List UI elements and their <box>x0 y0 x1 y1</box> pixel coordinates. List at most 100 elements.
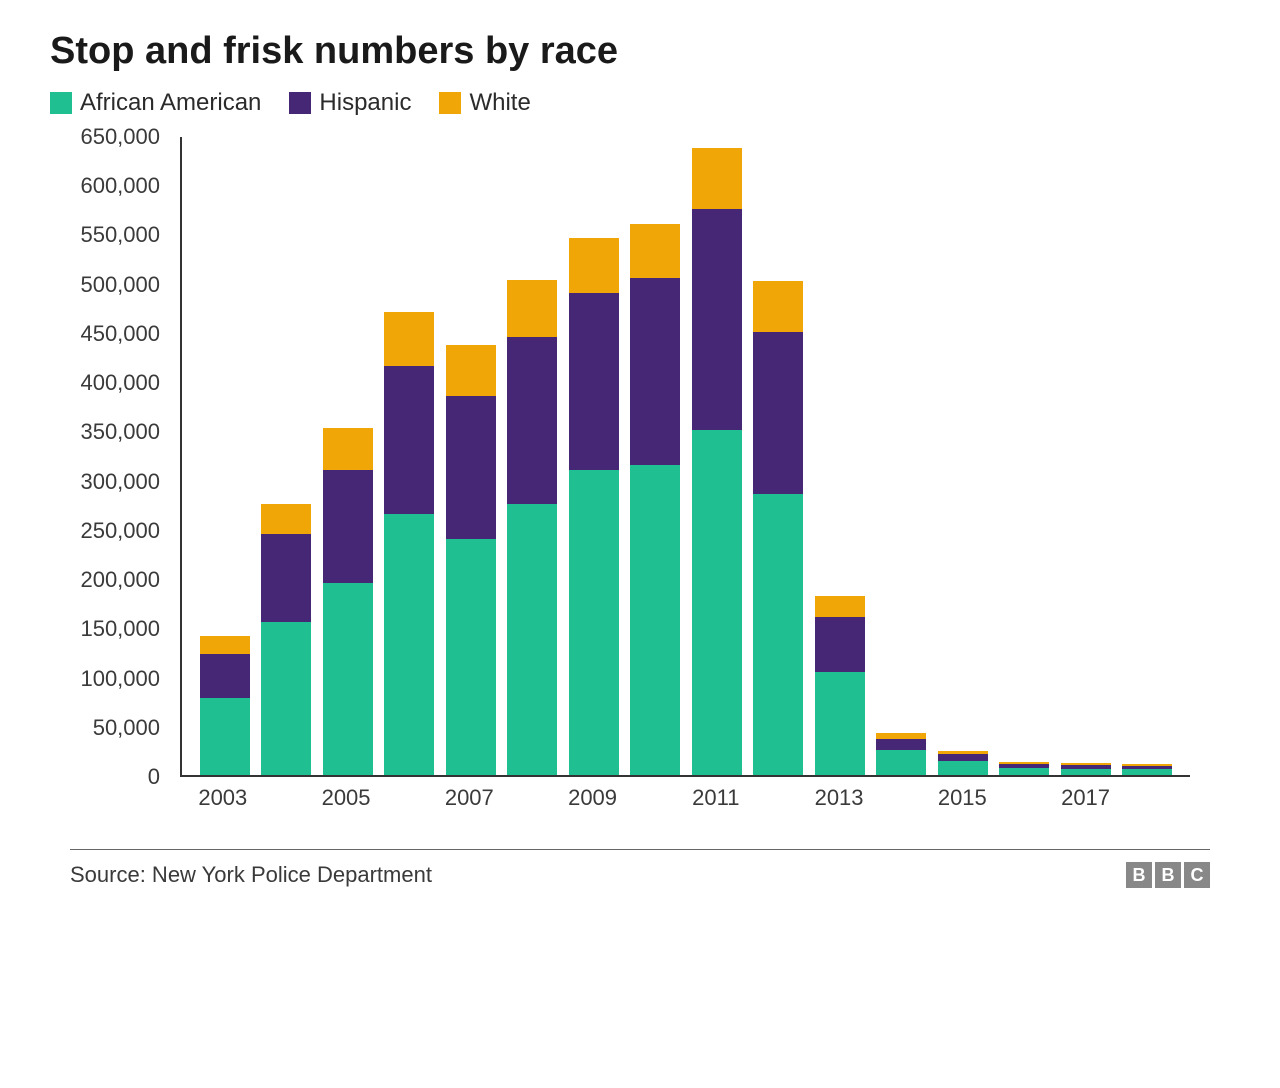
legend-label: White <box>469 89 530 117</box>
x-tick-label: 2007 <box>439 777 501 817</box>
bar-segment <box>507 504 557 775</box>
footer: Source: New York Police Department BBC <box>70 862 1210 888</box>
bar-segment <box>384 312 434 366</box>
bar-segment <box>815 672 865 775</box>
bar-segment <box>815 596 865 618</box>
x-tick-label: 2005 <box>315 777 377 817</box>
bar-column <box>871 137 933 775</box>
y-tick-label: 350,000 <box>80 419 160 445</box>
y-axis: 050,000100,000150,000200,000250,000300,0… <box>70 137 170 777</box>
x-tick-label <box>870 777 932 817</box>
x-tick-label <box>500 777 562 817</box>
bar-column <box>1117 137 1179 775</box>
bar-column <box>379 137 441 775</box>
bar-segment <box>630 465 680 775</box>
bar-segment <box>200 654 250 698</box>
stacked-bar <box>692 148 742 775</box>
x-axis: 20032005200720092011201320152017 <box>180 777 1190 817</box>
bar-column <box>994 137 1056 775</box>
stacked-bar <box>446 345 496 775</box>
stacked-bar <box>261 504 311 775</box>
bar-column <box>809 137 871 775</box>
bar-segment <box>692 430 742 775</box>
bar-segment <box>507 280 557 337</box>
legend-label: African American <box>80 89 261 117</box>
legend-swatch <box>289 92 311 114</box>
bar-segment <box>630 224 680 278</box>
legend: African American Hispanic White <box>50 89 1230 117</box>
stacked-bar <box>200 636 250 775</box>
y-tick-label: 300,000 <box>80 469 160 495</box>
bbc-logo-block: B <box>1126 862 1152 888</box>
bar-segment <box>753 281 803 332</box>
stacked-bar <box>999 762 1049 775</box>
bbc-logo: BBC <box>1126 862 1210 888</box>
legend-item: Hispanic <box>289 89 411 117</box>
stacked-bar <box>384 312 434 775</box>
bar-segment <box>446 345 496 396</box>
bar-segment <box>323 583 373 775</box>
bbc-logo-block: C <box>1184 862 1210 888</box>
bar-segment <box>384 366 434 514</box>
x-tick-label: 2015 <box>932 777 994 817</box>
bar-column <box>563 137 625 775</box>
bar-column <box>502 137 564 775</box>
bar-segment <box>569 238 619 292</box>
y-tick-label: 200,000 <box>80 567 160 593</box>
stacked-bar <box>507 280 557 775</box>
bar-segment <box>938 754 988 761</box>
bbc-logo-block: B <box>1155 862 1181 888</box>
y-tick-label: 400,000 <box>80 370 160 396</box>
x-tick-label: 2009 <box>562 777 624 817</box>
stacked-bar <box>1122 764 1172 775</box>
y-tick-label: 50,000 <box>93 715 160 741</box>
chart-box <box>180 137 1190 777</box>
bar-column <box>256 137 318 775</box>
bar-segment <box>630 278 680 465</box>
bar-column <box>625 137 687 775</box>
bar-column <box>748 137 810 775</box>
bars-container <box>182 137 1190 775</box>
stacked-bar <box>630 224 680 775</box>
x-tick-label <box>623 777 685 817</box>
y-tick-label: 650,000 <box>80 124 160 150</box>
bar-segment <box>753 494 803 775</box>
legend-item: African American <box>50 89 261 117</box>
bar-segment <box>261 534 311 623</box>
bar-segment <box>323 428 373 469</box>
bar-column <box>686 137 748 775</box>
x-tick-label <box>993 777 1055 817</box>
stacked-bar <box>569 238 619 775</box>
x-tick-label: 2017 <box>1055 777 1117 817</box>
legend-item: White <box>439 89 530 117</box>
source-label: Source: New York Police Department <box>70 862 432 888</box>
chart-container: Stop and frisk numbers by race African A… <box>50 0 1230 888</box>
bar-segment <box>1122 769 1172 775</box>
stacked-bar <box>876 733 926 775</box>
x-tick-label: 2011 <box>685 777 747 817</box>
bar-segment <box>692 148 742 209</box>
legend-swatch <box>439 92 461 114</box>
x-tick-label <box>377 777 439 817</box>
footer-divider <box>70 849 1210 850</box>
y-tick-label: 450,000 <box>80 321 160 347</box>
y-tick-label: 250,000 <box>80 518 160 544</box>
bar-segment <box>938 761 988 775</box>
bar-column <box>440 137 502 775</box>
bar-segment <box>876 750 926 775</box>
bar-segment <box>507 337 557 504</box>
bar-column <box>194 137 256 775</box>
bar-column <box>1055 137 1117 775</box>
y-tick-label: 550,000 <box>80 222 160 248</box>
bar-segment <box>200 698 250 775</box>
bar-segment <box>200 636 250 654</box>
stacked-bar <box>815 596 865 775</box>
stacked-bar <box>938 751 988 775</box>
bar-segment <box>815 617 865 671</box>
bar-segment <box>876 739 926 751</box>
stacked-bar <box>323 428 373 775</box>
bar-segment <box>446 396 496 539</box>
bar-segment <box>999 768 1049 775</box>
y-tick-label: 500,000 <box>80 272 160 298</box>
x-tick-label <box>1116 777 1178 817</box>
